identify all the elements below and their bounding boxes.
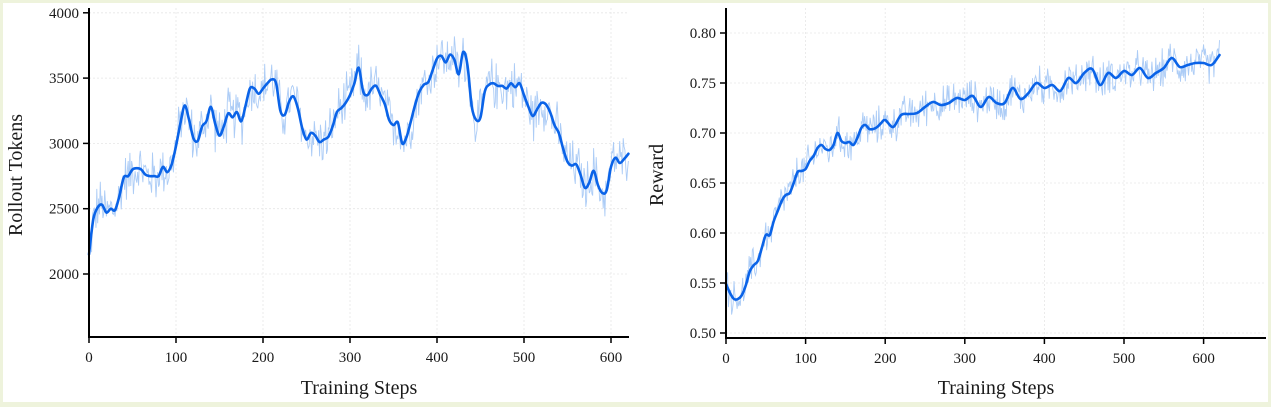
right-y-ticks: 0.50 0.55 0.60 0.65 0.70 0.75 0.80	[690, 26, 726, 342]
x-tick-label: 200	[874, 351, 897, 367]
y-tick-label: 2500	[49, 202, 79, 218]
x-tick-label: 600	[600, 350, 623, 366]
x-tick-label: 300	[339, 350, 362, 366]
x-tick-label: 300	[954, 351, 977, 367]
smoothed-line	[724, 53, 1221, 301]
x-tick-label: 100	[794, 351, 817, 367]
x-tick-label: 100	[165, 350, 188, 366]
left-y-ticks: 2000 2500 3000 3500 4000	[49, 6, 89, 283]
left-raw-series	[88, 36, 629, 253]
y-tick-label: 0.55	[690, 276, 716, 292]
x-tick-label: 400	[1033, 351, 1056, 367]
x-tick-label: 600	[1192, 351, 1215, 367]
y-tick-label: 0.65	[690, 176, 716, 192]
left-x-ticks: 0 100 200 300 400 500 600	[85, 337, 622, 366]
y-tick-label: 3000	[49, 136, 79, 152]
y-tick-label: 3500	[49, 71, 79, 87]
y-tick-label: 0.80	[690, 26, 716, 42]
x-tick-label: 200	[252, 350, 275, 366]
y-tick-label: 0.75	[690, 76, 716, 92]
y-tick-label: 0.50	[690, 326, 716, 342]
raw-line	[725, 40, 1220, 315]
y-tick-label: 4000	[49, 6, 79, 22]
right-x-axis-title: Training Steps	[938, 377, 1055, 399]
y-tick-label: 0.60	[690, 226, 716, 242]
x-tick-label: 0	[722, 351, 730, 367]
figure-frame	[3, 3, 1268, 402]
left-smoothed-series	[87, 50, 630, 256]
right-smoothed-series	[724, 53, 1221, 301]
y-tick-label: 0.70	[690, 126, 716, 142]
left-y-axis-title: Rollout Tokens	[5, 114, 27, 236]
x-tick-label: 500	[513, 350, 536, 366]
x-tick-label: 400	[426, 350, 449, 366]
x-tick-label: 500	[1113, 351, 1136, 367]
right-y-axis-title: Reward	[646, 144, 668, 206]
left-x-axis-title: Training Steps	[301, 377, 418, 399]
rollout-tokens-chart: 2000 2500 3000 3500 4000 0 100 200 300 400 500 600…	[5, 6, 630, 399]
raw-line	[88, 36, 629, 253]
x-tick-label: 0	[85, 350, 93, 366]
reward-chart: 0.50 0.55 0.60 0.65 0.70 0.75 0.80 0 100 200 300 4…	[646, 8, 1266, 399]
right-x-ticks: 0 100 200 300 400 500 600	[722, 338, 1215, 367]
right-raw-series	[725, 40, 1220, 315]
y-tick-label: 2000	[49, 267, 79, 283]
smoothed-line	[87, 50, 630, 256]
right-gridlines	[725, 8, 1266, 338]
